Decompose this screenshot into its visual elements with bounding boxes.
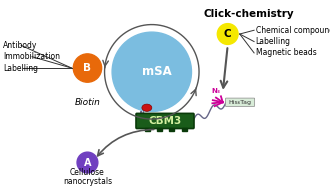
Text: B: B — [83, 63, 91, 73]
Text: Magnetic beads: Magnetic beads — [256, 48, 316, 57]
Text: Biotin: Biotin — [75, 98, 100, 107]
Text: Labelling: Labelling — [3, 64, 38, 73]
Bar — [170, 128, 175, 131]
Text: Immobilization: Immobilization — [3, 52, 60, 61]
Text: C: C — [224, 29, 232, 39]
Circle shape — [112, 32, 191, 112]
Text: Cellulose: Cellulose — [70, 168, 105, 177]
FancyBboxPatch shape — [225, 98, 255, 106]
Bar — [145, 128, 150, 131]
Circle shape — [73, 54, 102, 82]
Circle shape — [77, 152, 98, 173]
Text: Chemical compounds: Chemical compounds — [256, 26, 330, 35]
Text: Labelling: Labelling — [256, 37, 291, 46]
Circle shape — [217, 24, 238, 44]
Text: nanocrystals: nanocrystals — [63, 177, 112, 186]
Text: Click-chemistry: Click-chemistry — [204, 9, 294, 19]
Text: mSA: mSA — [142, 65, 172, 78]
Text: CBM3: CBM3 — [148, 116, 182, 126]
Text: His₆Tag: His₆Tag — [229, 100, 251, 105]
Text: A: A — [84, 158, 91, 167]
Ellipse shape — [142, 104, 152, 111]
Text: N₃: N₃ — [212, 88, 221, 94]
Bar — [156, 128, 162, 131]
FancyBboxPatch shape — [136, 113, 194, 129]
Text: Antibody: Antibody — [3, 41, 38, 50]
Bar — [182, 128, 187, 131]
